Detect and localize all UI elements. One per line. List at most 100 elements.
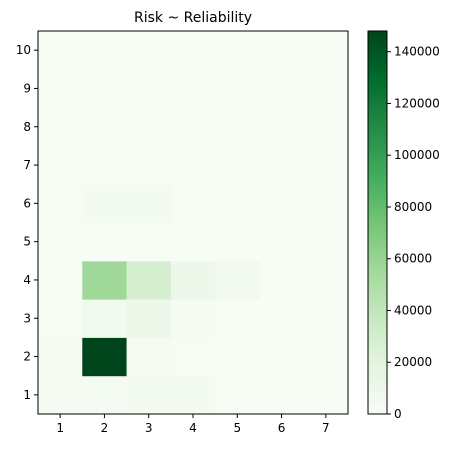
heatmap-cell	[303, 222, 349, 262]
y-tick-label: 5	[23, 235, 31, 249]
heatmap-cell	[38, 337, 83, 377]
y-tick-label: 8	[23, 120, 31, 134]
heatmap-cell	[126, 184, 172, 223]
heatmap-cell	[38, 31, 83, 70]
y-tick-label: 2	[23, 350, 31, 364]
x-tick-label: 2	[101, 421, 109, 435]
colorbar	[367, 30, 388, 415]
heatmap-cell	[170, 69, 216, 109]
heatmap-cell	[126, 375, 172, 415]
heatmap-cell	[259, 375, 305, 415]
heatmap-cell	[303, 260, 349, 300]
heatmap-cell	[82, 375, 128, 415]
x-tick-label: 4	[189, 421, 197, 435]
heatmap-cell	[259, 299, 305, 338]
heatmap-cell	[259, 260, 305, 300]
heatmap-cell	[303, 184, 349, 223]
heatmap-cell	[303, 375, 349, 415]
colorbar-tick-label: 20000	[394, 355, 432, 369]
x-tick-label: 1	[56, 421, 64, 435]
heatmap-cell	[215, 222, 260, 262]
heatmap-cell	[215, 69, 260, 109]
heatmap-cell	[259, 222, 305, 262]
colorbar-tick-label: 0	[394, 407, 402, 421]
heatmap-cell	[126, 222, 172, 262]
heatmap-cell	[215, 337, 260, 377]
x-tick-label: 7	[322, 421, 330, 435]
heatmap-cell	[82, 299, 128, 338]
y-tick-label: 4	[23, 273, 31, 287]
heatmap-cell	[303, 107, 349, 147]
heatmap-cell	[215, 31, 260, 70]
y-axis: 1 2 3 4 5 6 7 8 9 10	[16, 43, 38, 402]
heatmap-cell	[170, 260, 216, 300]
colorbar-axis: 0 20000 40000 60000 80000 100000 120000 140000	[387, 45, 440, 421]
x-tick-label: 6	[278, 421, 286, 435]
colorbar-tick-label: 140000	[394, 45, 440, 59]
heatmap-cell	[215, 145, 260, 185]
heatmap-cell	[259, 107, 305, 147]
heatmap-cell	[170, 222, 216, 262]
heatmap-cell	[215, 260, 260, 300]
heatmap-cell	[303, 69, 349, 109]
heatmap-cell	[170, 145, 216, 185]
heatmap-cell	[170, 107, 216, 147]
heatmap-cell	[170, 299, 216, 338]
heatmap-cell	[126, 337, 172, 377]
heatmap-cell	[259, 69, 305, 109]
heatmap-cell	[303, 31, 349, 70]
heatmap-cell	[82, 145, 128, 185]
chart-title: Risk ~ Reliability	[134, 10, 252, 26]
heatmap-cell	[82, 31, 128, 70]
heatmap-cell	[303, 337, 349, 377]
heatmap-cell	[38, 184, 83, 223]
heatmap-cell	[38, 222, 83, 262]
heatmap-cell	[259, 184, 305, 223]
heatmap-cell	[38, 107, 83, 147]
heatmap-cell	[259, 31, 305, 70]
colorbar-tick-label: 100000	[394, 148, 440, 162]
heatmap-cell	[170, 31, 216, 70]
heatmap-cell	[126, 299, 172, 338]
y-tick-label: 10	[16, 43, 31, 57]
heatmap-cell	[170, 184, 216, 223]
y-tick-label: 7	[23, 158, 31, 172]
heatmap-cell	[82, 107, 128, 147]
y-tick-label: 1	[23, 388, 31, 402]
x-tick-label: 3	[145, 421, 153, 435]
heatmap-cell	[38, 260, 83, 300]
heatmap-cell	[82, 184, 128, 223]
heatmap-cell	[303, 145, 349, 185]
x-tick-label: 5	[233, 421, 241, 435]
heatmap-cell	[82, 69, 128, 109]
heatmap-cell	[259, 145, 305, 185]
heatmap-cell	[170, 375, 216, 415]
colorbar-tick-label: 80000	[394, 200, 432, 214]
heatmap-cell	[82, 337, 128, 377]
colorbar-tick-label: 60000	[394, 252, 432, 266]
y-tick-label: 9	[23, 81, 31, 95]
heatmap-cell	[38, 375, 83, 415]
heatmap-cell	[215, 107, 260, 147]
heatmap-cell	[126, 107, 172, 147]
heatmap-cells	[38, 31, 349, 415]
heatmap-cell	[38, 145, 83, 185]
heatmap-cell	[126, 260, 172, 300]
heatmap-cell	[82, 222, 128, 262]
heatmap-cell	[215, 184, 260, 223]
heatmap-cell	[126, 145, 172, 185]
heatmap-cell	[126, 69, 172, 109]
heatmap-cell	[38, 69, 83, 109]
colorbar-tick-label: 120000	[394, 96, 440, 110]
y-tick-label: 6	[23, 196, 31, 210]
heatmap-cell	[126, 31, 172, 70]
heatmap-cell	[303, 299, 349, 338]
heatmap-cell	[215, 375, 260, 415]
heatmap-cell	[259, 337, 305, 377]
colorbar-tick-label: 40000	[394, 303, 432, 317]
heatmap-cell	[170, 337, 216, 377]
x-axis: 1 2 3 4 5 6 7	[56, 414, 330, 435]
heatmap-cell	[82, 260, 128, 300]
y-tick-label: 3	[23, 311, 31, 325]
